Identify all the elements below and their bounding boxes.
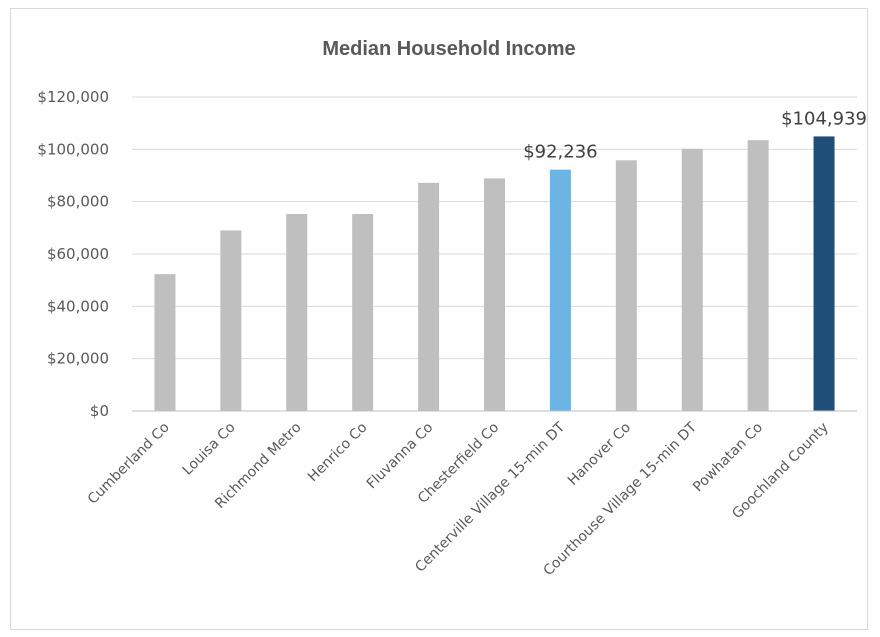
- bar: [220, 230, 242, 411]
- y-tick-label: $60,000: [47, 245, 109, 263]
- bar: [154, 274, 176, 411]
- bar: [747, 140, 769, 412]
- y-tick-label: $0: [90, 402, 109, 420]
- y-tick-label: $80,000: [47, 193, 109, 211]
- x-tick-label: Cumberland Co: [85, 420, 173, 508]
- chart-title: Median Household Income: [322, 38, 575, 60]
- bars: [154, 136, 835, 412]
- bar: [813, 136, 835, 412]
- bar: [681, 148, 703, 411]
- x-tick-label: Louisa Co: [180, 420, 239, 479]
- y-tick-label: $40,000: [47, 297, 109, 315]
- y-tick-label: $120,000: [37, 88, 109, 106]
- x-tick-label: Powhatan Co: [690, 420, 766, 496]
- bar: [418, 182, 440, 411]
- data-labels: $92,236 $104,939: [523, 108, 867, 162]
- bar: [615, 160, 637, 411]
- x-tick-label: Hanover Co: [565, 420, 634, 489]
- bar: [484, 178, 505, 411]
- data-label: $104,939: [781, 108, 867, 129]
- x-tick-label: Fluvanna Co: [364, 420, 437, 493]
- x-tick-label: Henrico Co: [305, 420, 371, 486]
- y-tick-label: $20,000: [47, 350, 109, 368]
- bar: [352, 213, 374, 411]
- bar: [549, 169, 571, 411]
- y-axis-ticks: $0 $20,000 $40,000 $60,000 $80,000 $100,000 $1…: [37, 88, 109, 420]
- y-tick-label: $100,000: [37, 140, 109, 158]
- gridlines: [132, 96, 857, 360]
- data-label: $92,236: [523, 142, 597, 163]
- bar: [286, 213, 308, 411]
